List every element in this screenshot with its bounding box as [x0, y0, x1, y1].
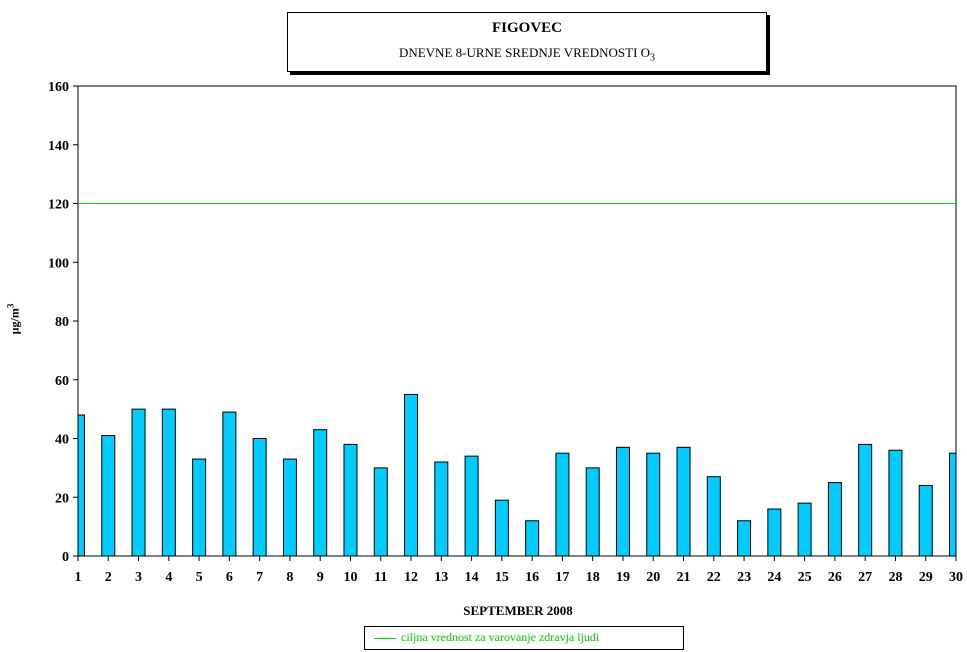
x-tick-label: 1 — [75, 570, 82, 585]
x-tick-label: 16 — [525, 570, 539, 585]
bar — [646, 452, 661, 557]
chart-title: FIGOVEC — [491, 20, 562, 36]
chart-title-box: FIGOVEC DNEVNE 8-URNE SREDNJE VREDNOSTI … — [287, 12, 767, 72]
x-tick-label: 6 — [226, 570, 233, 585]
x-tick-label: 23 — [737, 570, 751, 585]
y-tick-label: 0 — [62, 550, 69, 565]
bar — [888, 449, 903, 557]
x-tick-label: 8 — [286, 570, 293, 585]
x-tick-label: 7 — [256, 570, 263, 585]
x-tick-label: 14 — [465, 570, 479, 585]
x-tick-label: 22 — [707, 570, 721, 585]
legend: ciljna vrednost za varovanje zdravja lju… — [364, 626, 684, 650]
x-tick-label: 9 — [317, 570, 324, 585]
bar — [77, 414, 85, 557]
bar — [827, 482, 842, 557]
y-tick-label: 120 — [48, 198, 69, 213]
bar — [767, 508, 782, 557]
bar — [918, 485, 933, 557]
y-tick-label: 140 — [48, 139, 69, 154]
x-tick-label: 19 — [616, 570, 630, 585]
bar — [464, 455, 479, 557]
x-tick-label: 21 — [677, 570, 691, 585]
bar — [706, 476, 721, 557]
x-tick-label: 30 — [949, 570, 963, 585]
x-tick-label: 10 — [343, 570, 357, 585]
bar — [161, 408, 176, 557]
chart-subtitle: DNEVNE 8-URNE SREDNJE VREDNOSTI O3 — [398, 45, 656, 64]
bar — [131, 408, 146, 557]
y-tick-label: 160 — [48, 80, 69, 95]
plot-area — [77, 85, 957, 557]
bar — [313, 429, 328, 557]
bar — [797, 502, 812, 557]
bar — [676, 446, 691, 557]
x-tick-label: 26 — [828, 570, 842, 585]
x-tick-label: 15 — [495, 570, 509, 585]
x-tick-label: 12 — [404, 570, 418, 585]
y-tick-label: 40 — [55, 433, 69, 448]
bar — [373, 467, 388, 557]
bar — [101, 435, 116, 557]
x-tick-label: 3 — [135, 570, 142, 585]
x-tick-label: 24 — [767, 570, 781, 585]
x-tick-label: 29 — [919, 570, 933, 585]
y-tick-label: 20 — [55, 491, 69, 506]
x-tick-label: 13 — [434, 570, 448, 585]
x-tick-label: 20 — [646, 570, 660, 585]
bar — [434, 461, 449, 557]
bar — [585, 467, 600, 557]
x-tick-label: 5 — [196, 570, 203, 585]
bar — [737, 520, 752, 557]
bar — [222, 411, 237, 557]
x-tick-label: 4 — [165, 570, 172, 585]
x-tick-label: 25 — [798, 570, 812, 585]
bar — [404, 393, 419, 557]
legend-swatch-reference-line — [374, 638, 396, 639]
y-tick-label: 100 — [48, 256, 69, 271]
bar — [494, 499, 509, 557]
bar — [525, 520, 540, 557]
bar — [949, 452, 957, 557]
x-axis-label: SEPTEMBER 2008 — [463, 603, 573, 618]
x-tick-label: 2 — [105, 570, 112, 585]
y-axis-label: µg/m3 — [5, 303, 22, 335]
x-tick-label: 27 — [858, 570, 872, 585]
x-tick-label: 11 — [374, 570, 387, 585]
x-tick-label: 28 — [888, 570, 902, 585]
bar — [252, 438, 267, 557]
y-tick-label: 80 — [55, 315, 69, 330]
bar — [858, 443, 873, 557]
bar — [555, 452, 570, 557]
bar — [282, 458, 297, 557]
bar — [192, 458, 207, 557]
x-tick-label: 18 — [586, 570, 600, 585]
y-tick-label: 60 — [55, 374, 69, 389]
bar — [615, 446, 630, 557]
bar — [343, 443, 358, 557]
x-tick-label: 17 — [555, 570, 569, 585]
legend-label: ciljna vrednost za varovanje zdravja lju… — [401, 630, 600, 644]
